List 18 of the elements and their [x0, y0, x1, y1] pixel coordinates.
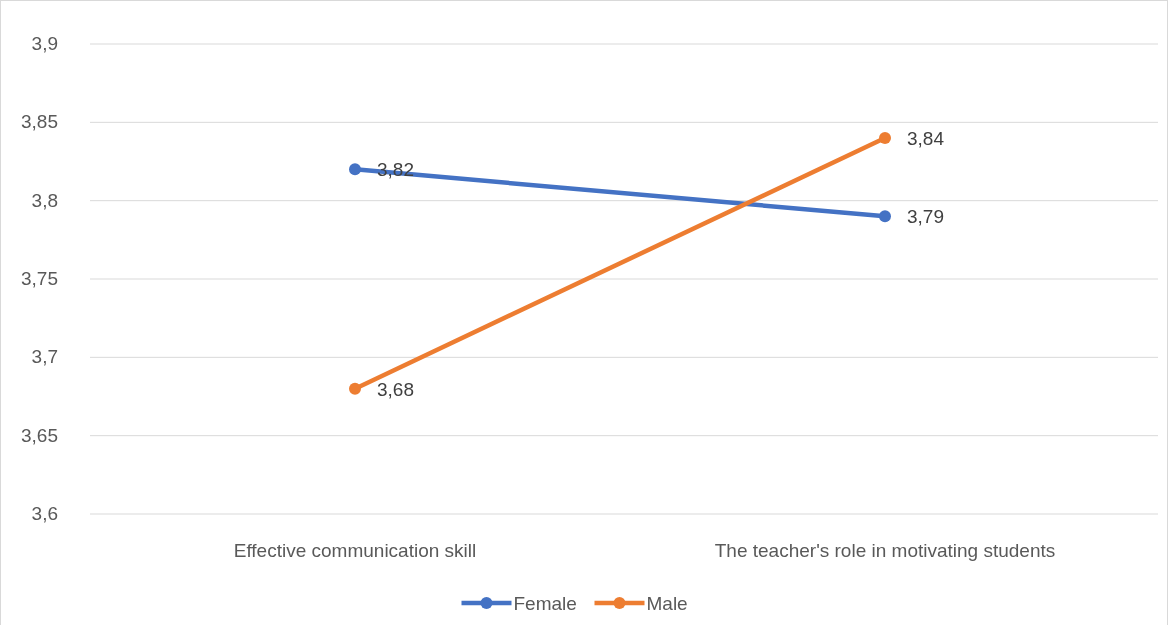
data-label: 3,79: [907, 206, 944, 228]
point: [349, 382, 361, 395]
point: [879, 132, 891, 144]
legend-label: Female: [513, 593, 577, 614]
data-label: 3,68: [377, 378, 414, 400]
y-tick-label: 3,7: [31, 346, 58, 368]
data-label: 3,84: [907, 128, 945, 149]
y-tick-label: 3,6: [31, 503, 58, 524]
y-tick-label: 3,85: [21, 111, 58, 133]
y-tick-label: 3,65: [21, 424, 58, 446]
point: [349, 163, 361, 176]
point: [879, 210, 891, 223]
y-tick-label: 3,9: [31, 33, 58, 54]
legend-label: Male: [646, 593, 688, 614]
y-tick-label: 3,75: [21, 268, 58, 289]
y-tick-label: 3,8: [31, 189, 58, 211]
x-tick-label: Effective communication skill: [233, 540, 477, 561]
x-tick-label: The teacher's role in motivating students: [714, 540, 1056, 561]
